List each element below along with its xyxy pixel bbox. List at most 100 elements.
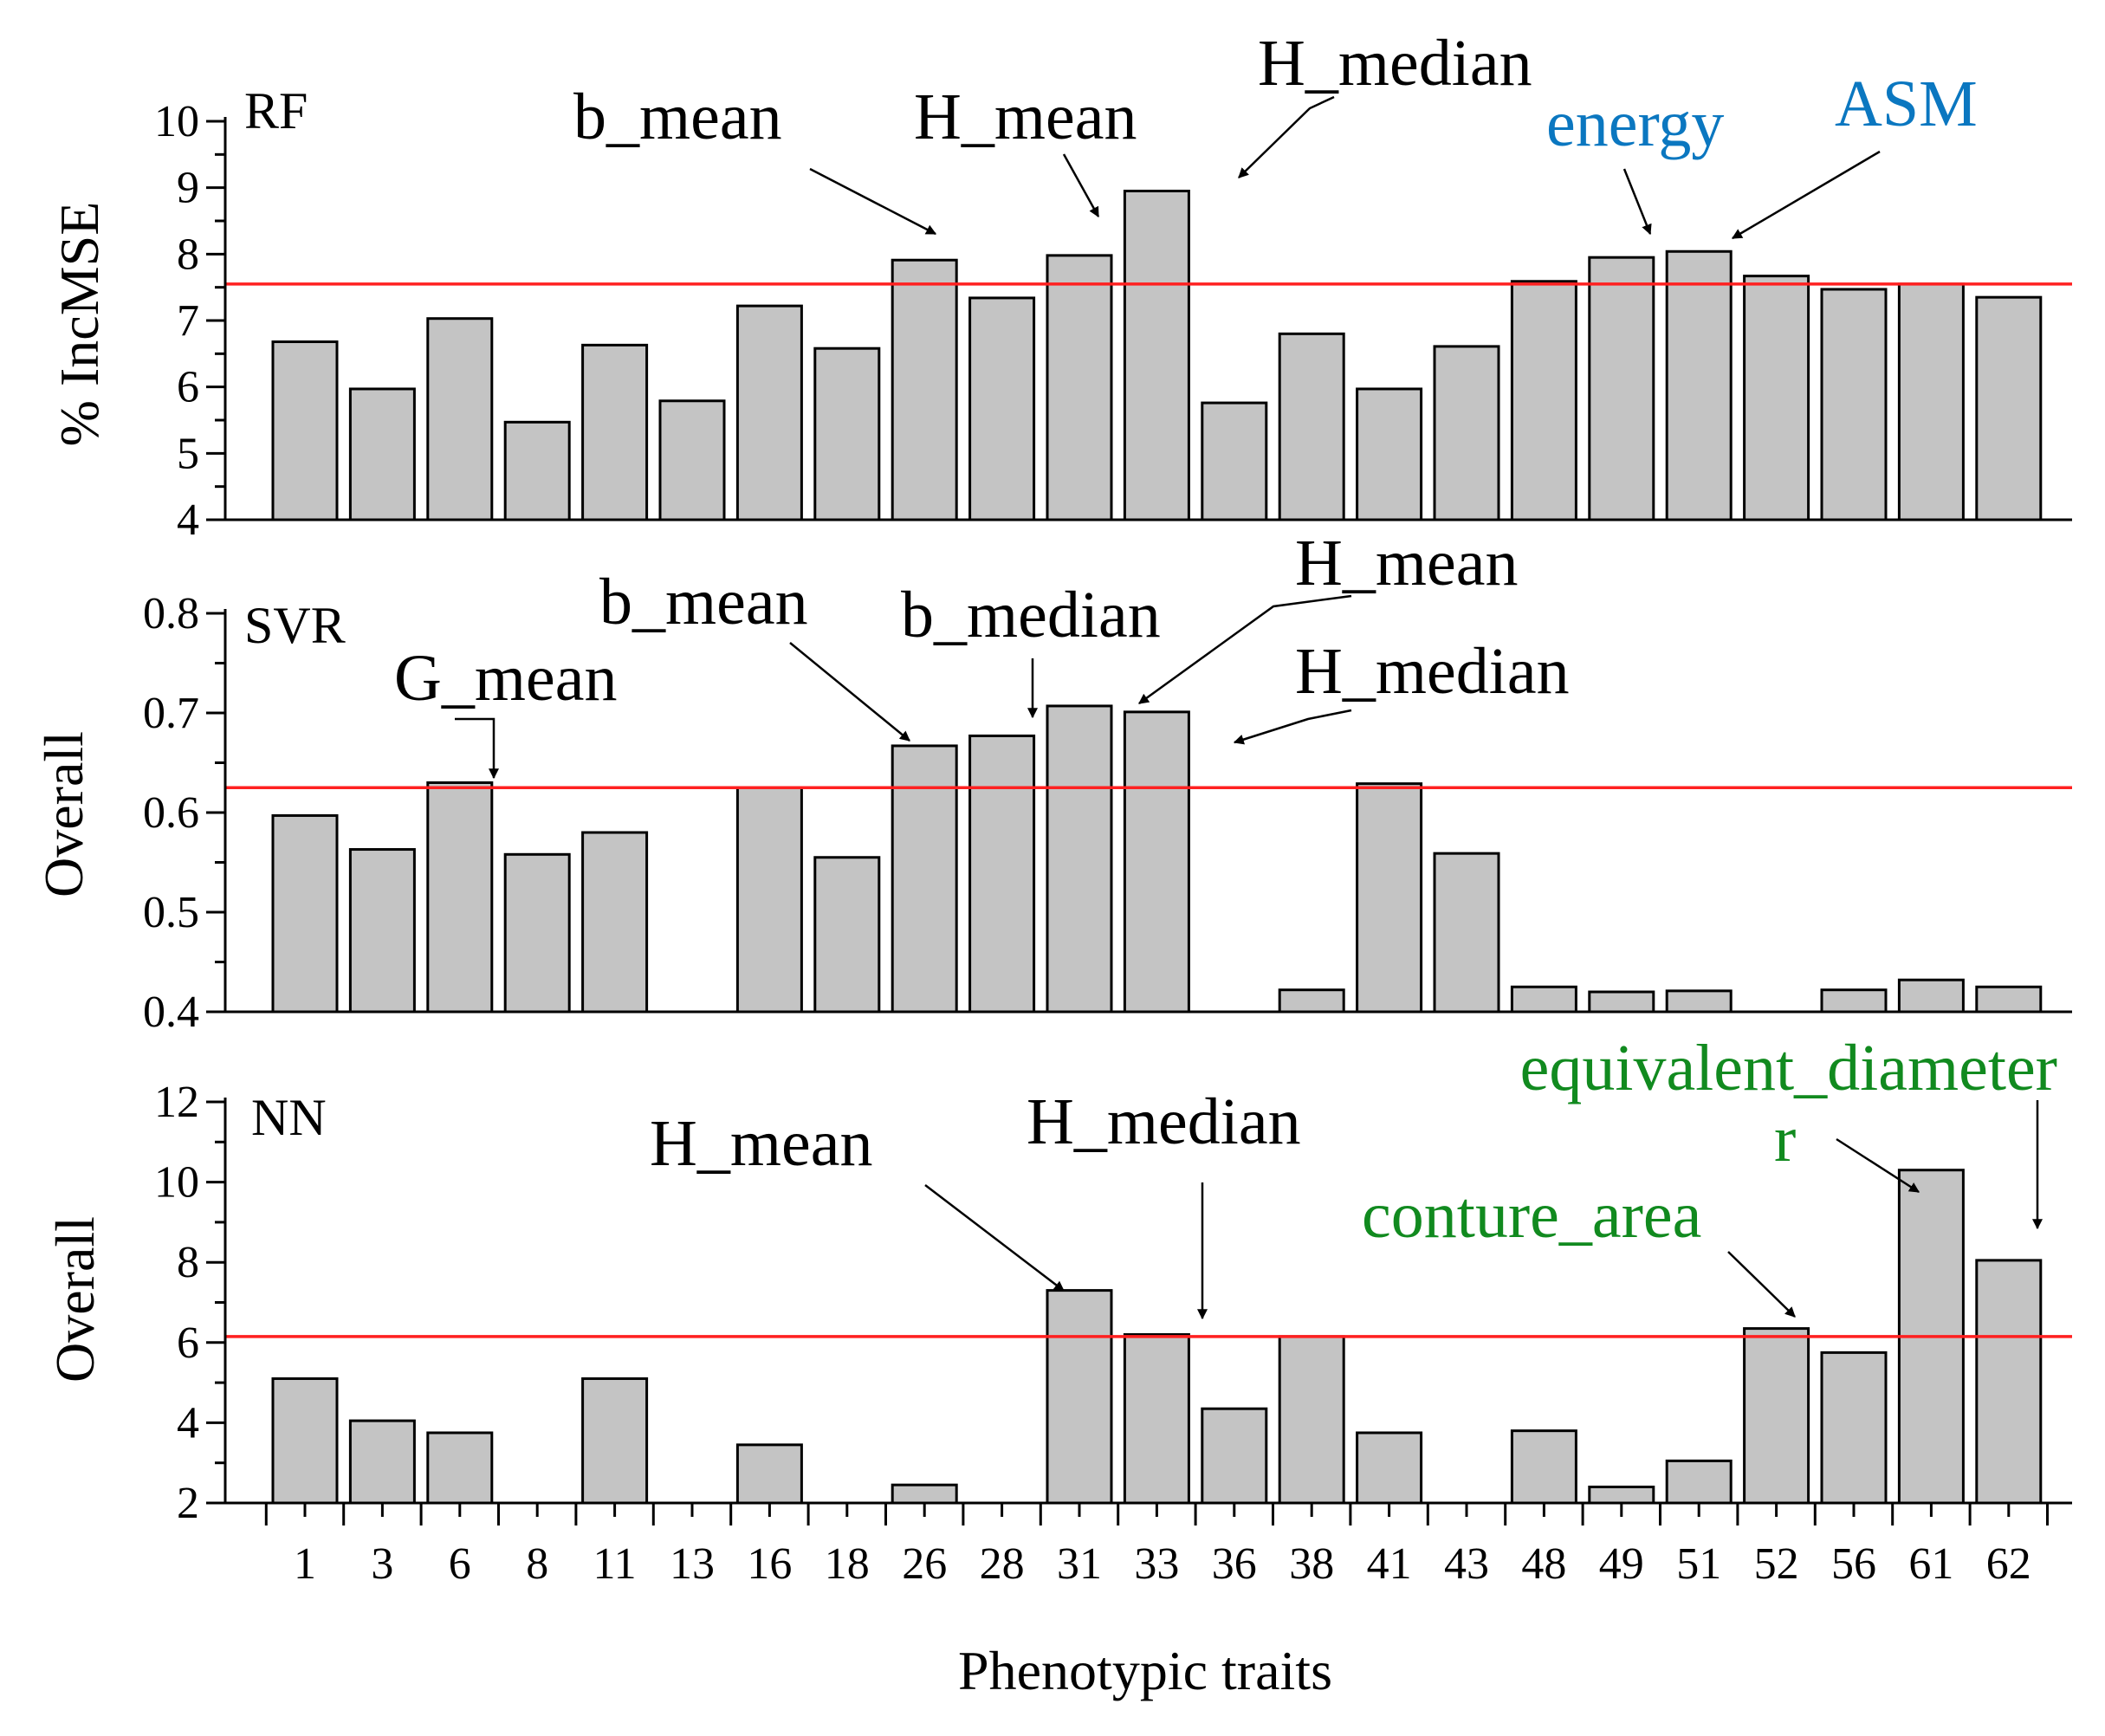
x-tick-label-61: 61 xyxy=(1908,1539,1953,1589)
svr-bar-16 xyxy=(735,786,803,1014)
rf-bar-33 xyxy=(1123,190,1190,521)
svr-bar-31 xyxy=(1046,704,1113,1014)
svr-annotation-b-mean: b_mean xyxy=(599,566,808,638)
x-tick-label-33: 33 xyxy=(1134,1539,1179,1589)
rf-arrow-h-mean xyxy=(1062,153,1100,218)
rf-bar-49 xyxy=(1588,256,1655,521)
rf-bar-51 xyxy=(1665,249,1733,521)
nn-annotation-h-median: H_median xyxy=(1027,1085,1301,1158)
svr-bar-62 xyxy=(1975,985,2043,1014)
rf-bar-28 xyxy=(968,296,1036,521)
x-tick-label-38: 38 xyxy=(1289,1539,1334,1589)
svr-bar-18 xyxy=(813,856,881,1014)
nn-bar-11 xyxy=(581,1376,649,1505)
rf-bar-3 xyxy=(348,387,416,521)
svr-bar-49 xyxy=(1588,990,1655,1014)
x-tick-label-28: 28 xyxy=(980,1539,1025,1589)
svr-bar-51 xyxy=(1665,989,1733,1014)
rf-bar-48 xyxy=(1510,280,1577,521)
svr-bar-28 xyxy=(968,734,1036,1014)
svr-y-tick-label: 0.8 xyxy=(143,589,199,638)
rf-annotation-energy: energy xyxy=(1546,87,1724,160)
svr-y-tick-label: 0.5 xyxy=(143,888,199,937)
x-tick-label-11: 11 xyxy=(593,1539,637,1589)
nn-y-tick-label: 12 xyxy=(154,1078,199,1127)
rf-y-tick-label: 10 xyxy=(154,97,199,146)
x-axis: 1 3 6 8 11 13 16 18 26 28 31 33 36 38 41 43 48 49 51 52 56 61… xyxy=(264,1503,2049,1589)
nn-arrow-conture-area xyxy=(1727,1251,1796,1318)
rf-arrow-h-median xyxy=(1238,95,1335,178)
rf-bar-56 xyxy=(1820,288,1888,521)
svr-annotation-h-mean: H_mean xyxy=(1295,527,1518,599)
rf-bar-6 xyxy=(426,317,494,521)
x-tick-label-36: 36 xyxy=(1212,1539,1257,1589)
x-axis-title: Phenotypic traits xyxy=(958,1640,1332,1701)
nn-bar-38 xyxy=(1278,1335,1345,1505)
nn-panel-label: NN xyxy=(251,1089,327,1146)
nn-annotation-h-mean: H_mean xyxy=(650,1107,872,1180)
x-tick-label-6: 6 xyxy=(449,1539,471,1589)
rf-bar-36 xyxy=(1201,401,1268,521)
nn-bar-31 xyxy=(1046,1289,1113,1505)
svr-y-axis-title: Overall xyxy=(33,731,94,897)
rf-y-tick-label: 8 xyxy=(177,230,199,279)
rf-bar-62 xyxy=(1975,295,2043,521)
nn-bar-56 xyxy=(1820,1351,1888,1505)
nn-y-tick-label: 2 xyxy=(177,1479,199,1528)
panel-nn: 2 4 6 8 10 12 xyxy=(154,1078,2072,1528)
svr-y-tick-label: 0.7 xyxy=(143,689,199,738)
panel-svr: 0.4 0.5 0.6 0.7 0.8 xyxy=(143,589,2072,1037)
nn-bar-33 xyxy=(1123,1333,1190,1505)
nn-annotation-equivalent-diameter: equivalent_diameter xyxy=(1520,1032,2057,1104)
x-tick-label-62: 62 xyxy=(1986,1539,2031,1589)
nn-arrow-h-mean xyxy=(924,1184,1065,1292)
rf-bar-52 xyxy=(1743,275,1810,521)
nn-bar-62 xyxy=(1975,1259,2043,1505)
nn-bar-49 xyxy=(1588,1485,1655,1505)
nn-bar-6 xyxy=(426,1431,494,1505)
rf-bar-11 xyxy=(581,343,649,521)
rf-y-tick-label: 6 xyxy=(177,363,199,412)
svr-annotation-h-median: H_median xyxy=(1295,635,1570,708)
panel-rf: 4 5 6 7 8 9 10 xyxy=(154,97,2072,545)
nn-bar-48 xyxy=(1510,1429,1577,1505)
rf-arrow-energy xyxy=(1622,168,1652,236)
svr-bar-43 xyxy=(1433,852,1500,1014)
svr-bar-61 xyxy=(1897,978,1965,1014)
x-tick-label-13: 13 xyxy=(670,1539,715,1589)
svr-bar-33 xyxy=(1123,710,1190,1014)
rf-bar-31 xyxy=(1046,254,1113,521)
rf-bar-16 xyxy=(735,304,803,521)
nn-y-tick-label: 8 xyxy=(177,1238,199,1287)
nn-y-tick-label: 6 xyxy=(177,1318,199,1368)
rf-bar-13 xyxy=(658,399,726,521)
svr-bar-8 xyxy=(503,852,571,1014)
rf-annotation-h-mean: H_mean xyxy=(914,81,1137,153)
x-tick-label-51: 51 xyxy=(1676,1539,1721,1589)
nn-bar-16 xyxy=(735,1443,803,1505)
nn-bar-41 xyxy=(1356,1431,1423,1505)
x-tick-label-8: 8 xyxy=(526,1539,548,1589)
svr-arrow-g-mean xyxy=(455,717,499,780)
x-tick-label-43: 43 xyxy=(1444,1539,1489,1589)
svr-arrow-b-mean xyxy=(789,642,910,742)
svr-bar-38 xyxy=(1278,988,1345,1014)
rf-bar-61 xyxy=(1897,282,1965,521)
x-tick-label-41: 41 xyxy=(1367,1539,1412,1589)
rf-bar-8 xyxy=(503,420,571,521)
x-tick-label-26: 26 xyxy=(902,1539,947,1589)
svr-bar-11 xyxy=(581,831,649,1014)
rf-annotation-b-mean: b_mean xyxy=(573,81,782,153)
svr-annotation-b-median: b_median xyxy=(901,579,1161,651)
svr-arrow-h-mean xyxy=(1138,594,1352,705)
nn-annotation-r: r xyxy=(1774,1103,1796,1176)
x-tick-label-49: 49 xyxy=(1599,1539,1644,1589)
x-tick-label-56: 56 xyxy=(1831,1539,1876,1589)
nn-y-tick-label: 4 xyxy=(177,1398,199,1448)
svr-arrow-h-median xyxy=(1233,709,1352,745)
nn-annotation-conture-area: conture_area xyxy=(1362,1179,1701,1252)
svr-y-tick-label: 0.4 xyxy=(143,988,199,1037)
nn-bar-26 xyxy=(891,1483,958,1505)
x-tick-label-48: 48 xyxy=(1521,1539,1566,1589)
